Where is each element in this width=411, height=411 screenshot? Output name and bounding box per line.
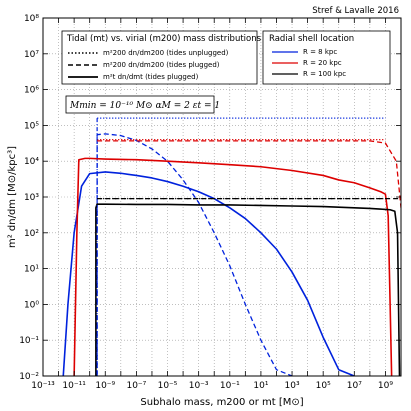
y-tick-label: 10⁻¹: [19, 336, 39, 346]
x-tick-label: 10⁻⁹: [95, 381, 115, 391]
x-tick-label: 10⁻⁷: [126, 381, 146, 391]
y-tick-label: 10⁵: [24, 121, 39, 131]
params-frame: [65, 95, 215, 114]
y-tick-label: 10²: [24, 229, 39, 239]
x-tick-labels: 10⁻¹³ 10⁻¹¹ 10⁻⁹ 10⁻⁷ 10⁻⁵ 10⁻³ 10⁻¹ 10¹ 10³ 10⁵ 1…: [31, 381, 393, 391]
legend-right-entry-0: R = 8 kpc: [303, 48, 337, 56]
series-line-solid: [95, 203, 401, 376]
ticks: [42, 17, 402, 377]
legend-left: Tidal (mt) vs. virial (m200) mass distri…: [61, 30, 262, 85]
series-layer: [62, 117, 401, 376]
x-tick-label: 10⁹: [378, 381, 393, 391]
legend-right: Radial shell location R = 8 kpc R = 20 k…: [262, 30, 391, 85]
legend-right-entry-2: R = 100 kpc: [303, 70, 346, 78]
series-line-solid: [73, 157, 393, 376]
x-tick-label: 10⁻⁵: [158, 381, 178, 391]
legend-left-box: [61, 30, 258, 85]
y-tick-labels: 10⁻² 10⁻¹ 10⁰ 10¹ 10² 10³ 10⁴ 10⁵ 10⁶ 10⁷ 10⁸: [19, 14, 39, 382]
params-text: Mmin = 10⁻¹⁰ M⊙ αM = 2 εt = 1: [69, 101, 220, 111]
legend-right-box: [262, 30, 391, 85]
params-box: Mmin = 10⁻¹⁰ M⊙ αM = 2 εt = 1: [65, 95, 220, 114]
x-tick-label: 10⁵: [316, 381, 331, 391]
legend-left-entry-2: m²t dn/dmt (tides plugged): [103, 73, 199, 81]
y-tick-label: 10⁴: [24, 157, 39, 167]
legend-left-entry-0: m²200 dn/dm200 (tides unplugged): [103, 49, 229, 57]
x-tick-label: 10⁻¹¹: [62, 381, 86, 391]
series-line-solid: [62, 171, 355, 376]
x-axis-label: Subhalo mass, m200 or mt [M⊙]: [140, 397, 303, 408]
y-tick-label: 10⁻²: [19, 372, 39, 382]
y-tick-label: 10⁷: [24, 50, 39, 60]
y-tick-label: 10¹: [24, 265, 39, 275]
series-line-dashed: [97, 140, 401, 208]
y-tick-label: 10⁰: [24, 300, 39, 310]
y-axis-label: m² dn/dm [M⊙/kpc³]: [7, 146, 18, 248]
legend-right-title: Radial shell location: [269, 34, 354, 44]
x-tick-label: 10⁻¹³: [31, 381, 55, 391]
series-line-dashed: [96, 133, 293, 376]
legend-left-entry-1: m²200 dn/dm200 (tides plugged): [103, 61, 220, 69]
x-tick-label: 10⁷: [347, 381, 362, 391]
legend-right-entry-1: R = 20 kpc: [303, 59, 342, 67]
y-tick-label: 10⁶: [24, 86, 39, 96]
x-tick-label: 10⁻³: [189, 381, 209, 391]
credit-text: Stref & Lavalle 2016: [312, 6, 399, 16]
y-tick-label: 10⁸: [24, 14, 39, 24]
legend-left-title: Tidal (mt) vs. virial (m200) mass distri…: [66, 34, 262, 44]
x-tick-label: 10⁻¹: [220, 381, 240, 391]
x-tick-label: 10³: [285, 381, 300, 391]
x-tick-label: 10¹: [253, 381, 268, 391]
y-tick-label: 10³: [24, 193, 39, 203]
